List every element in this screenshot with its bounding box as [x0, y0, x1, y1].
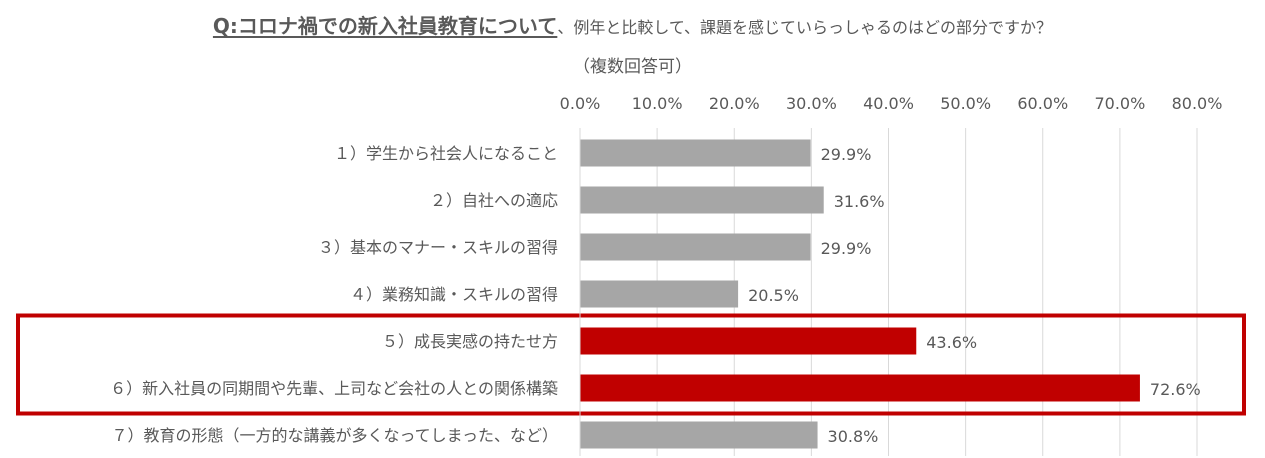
value-label: 31.6%: [834, 192, 885, 211]
value-label: 20.5%: [748, 286, 799, 305]
x-tick-label: 60.0%: [1017, 94, 1068, 113]
category-label: ７）教育の形態（一方的な講義が多くなってしまった、など）: [111, 426, 558, 445]
bar: [580, 374, 1140, 402]
category-label: ２）自社への適応: [430, 191, 558, 210]
category-label: １）学生から社会人になること: [334, 144, 558, 163]
category-label: ６）新入社員の同期間や先輩、上司など会社の人との関係構築: [110, 379, 558, 398]
x-tick-label: 70.0%: [1094, 94, 1145, 113]
x-tick-label: 20.0%: [709, 94, 760, 113]
value-label: 29.9%: [821, 239, 872, 258]
x-tick-label: 10.0%: [632, 94, 683, 113]
bar: [580, 280, 739, 308]
x-tick-label: 80.0%: [1172, 94, 1223, 113]
highlight-frame: [16, 313, 1246, 416]
chart-title-line: Q:コロナ禍での新入社員教育について、例年と比較して、課題を感じていらっしゃるの…: [0, 10, 1265, 39]
chart-title-continuation: 、例年と比較して、課題を感じていらっしゃるのはどの部分ですか？: [557, 18, 1053, 37]
value-label: 30.8%: [828, 427, 879, 446]
value-label: 43.6%: [926, 333, 977, 352]
category-label: ４）業務知識・スキルの習得: [350, 285, 558, 304]
value-label: 72.6%: [1150, 380, 1201, 399]
bar: [580, 186, 824, 214]
x-tick-label: 40.0%: [863, 94, 914, 113]
chart-title: Q:コロナ禍での新入社員教育について: [212, 14, 558, 38]
value-label: 29.9%: [821, 145, 872, 164]
x-tick-label: 30.0%: [786, 94, 837, 113]
bar: [580, 139, 811, 167]
x-tick-label: 0.0%: [560, 94, 601, 113]
bar: [580, 421, 818, 449]
bar: [580, 327, 917, 355]
chart-subtitle: （複数回答可）: [573, 57, 692, 77]
bar: [580, 233, 811, 261]
category-label: ５）成長実感の持たせ方: [382, 332, 558, 351]
category-label: ３）基本のマナー・スキルの習得: [318, 238, 558, 257]
x-tick-label: 50.0%: [940, 94, 991, 113]
